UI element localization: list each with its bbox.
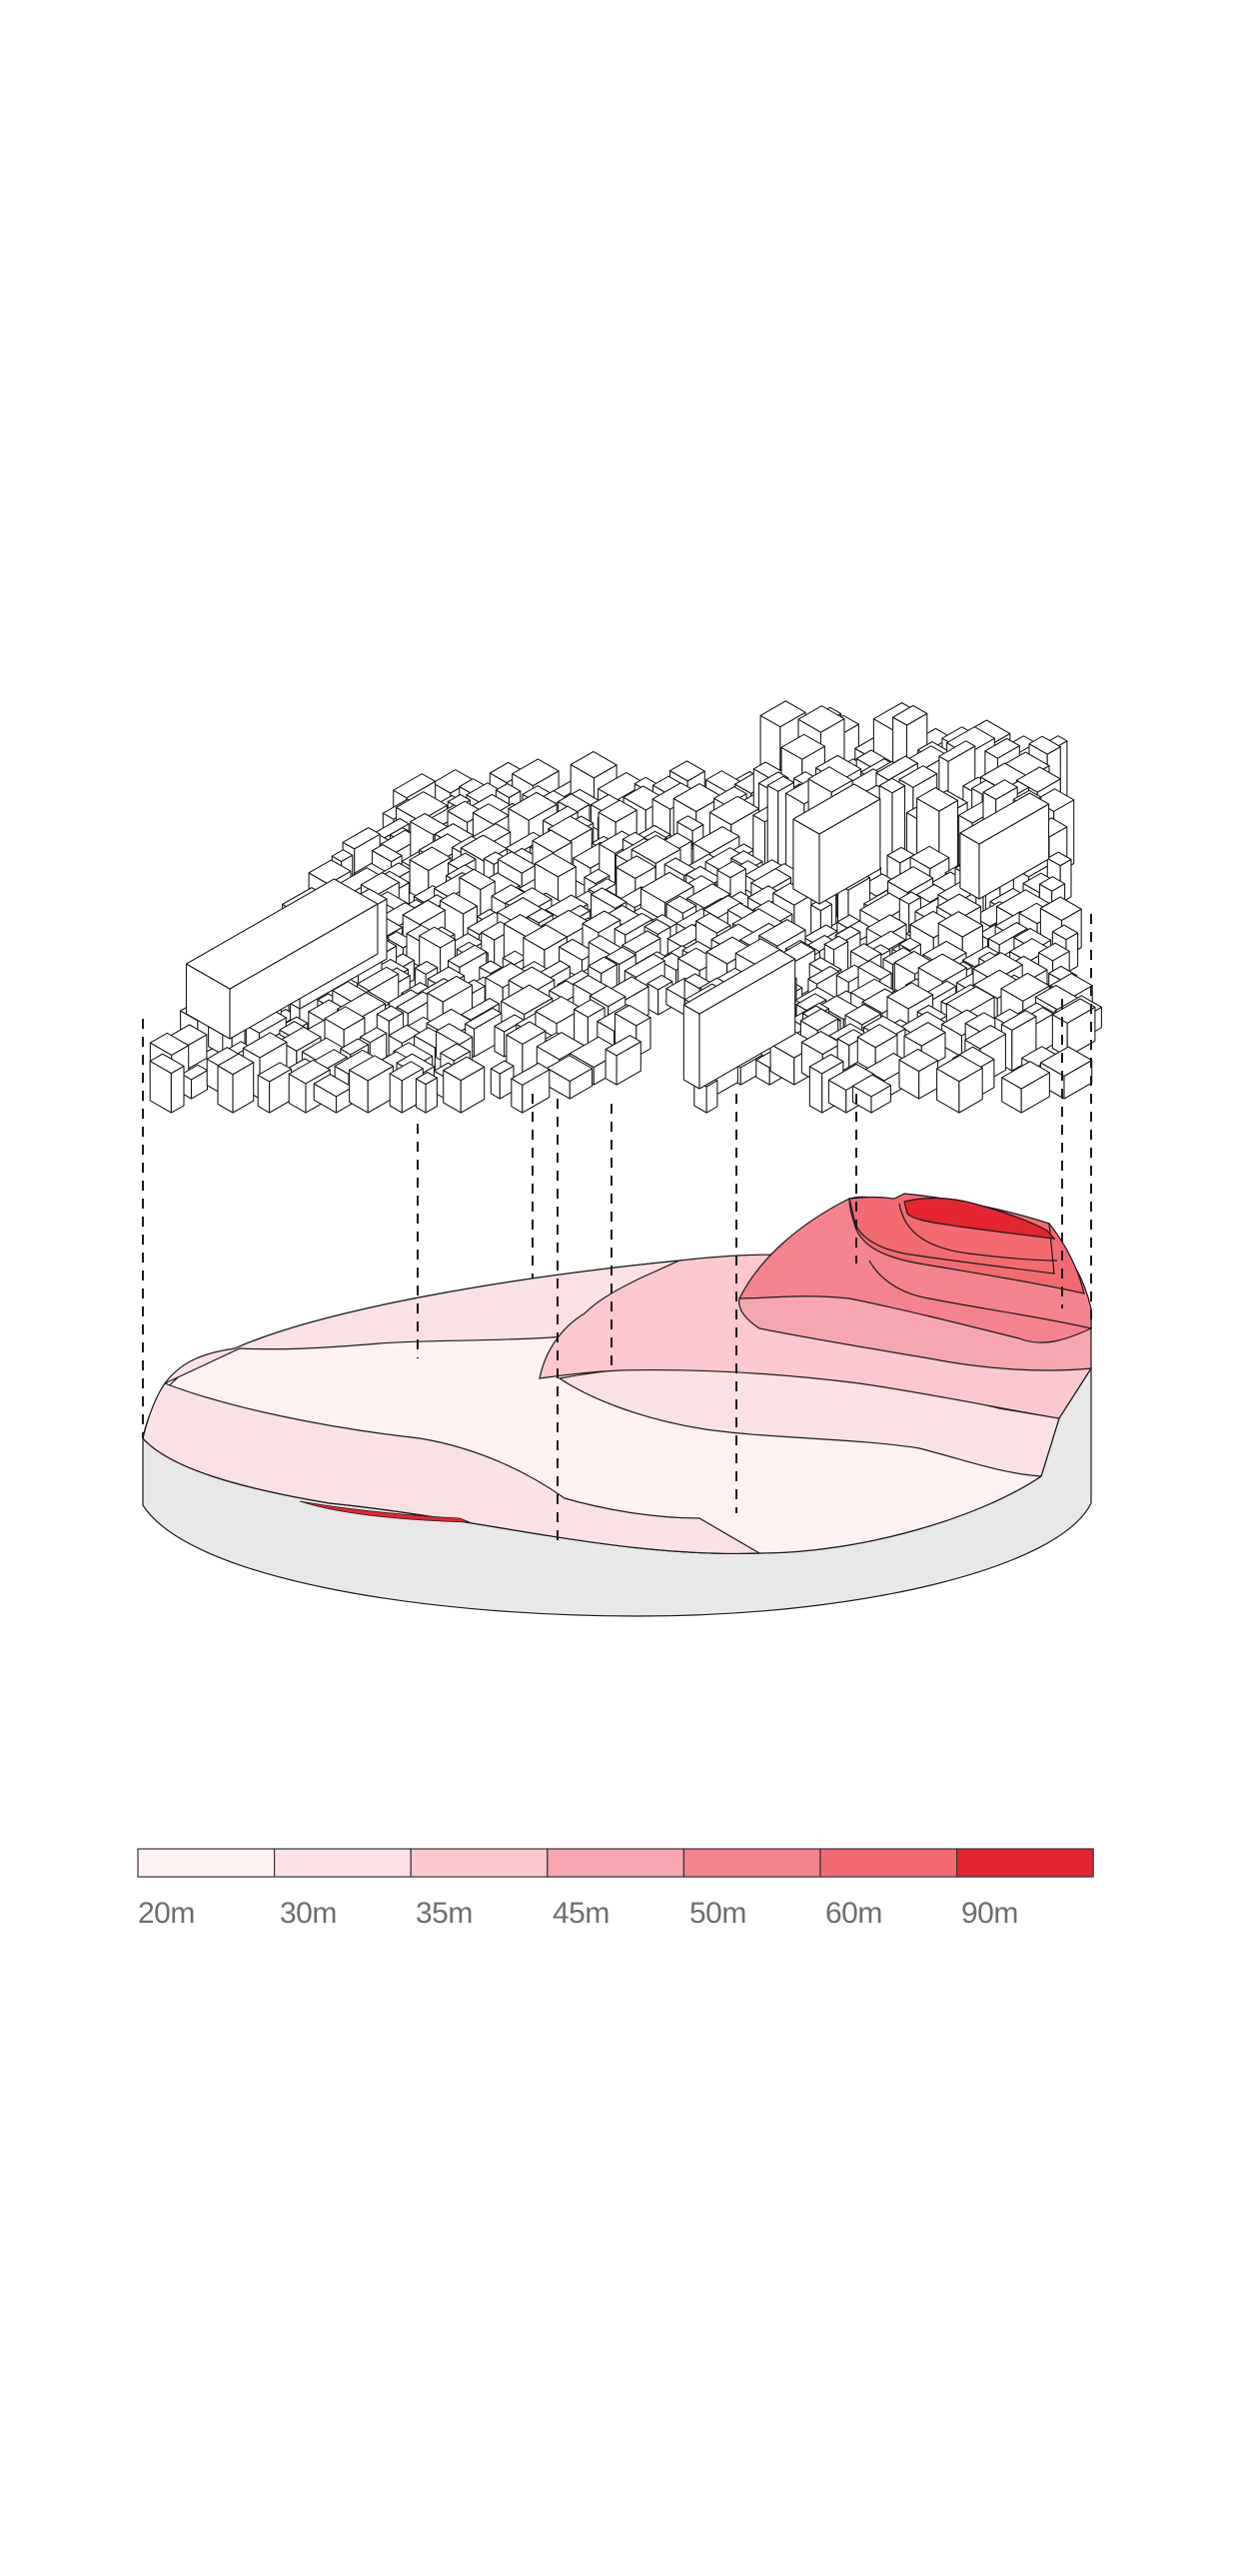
building xyxy=(313,1074,354,1114)
building xyxy=(959,792,1050,900)
building xyxy=(936,1054,983,1114)
legend-swatch-20m xyxy=(137,1848,276,1878)
building xyxy=(1001,1061,1050,1114)
legend-label-90m: 90m xyxy=(961,1897,1018,1930)
building xyxy=(1051,998,1096,1058)
legend-label-35m: 35m xyxy=(416,1897,473,1930)
legend-label-50m: 50m xyxy=(689,1897,746,1930)
legend-swatch-60m xyxy=(819,1848,958,1878)
building xyxy=(851,1074,892,1114)
legend: 20m 30m 35m 45m 50m 60m 90m xyxy=(137,1848,1094,1930)
legend-swatches xyxy=(137,1848,1094,1878)
building xyxy=(511,1062,551,1114)
legend-label-30m: 30m xyxy=(280,1897,337,1930)
legend-swatch-90m xyxy=(955,1848,1094,1878)
legend-swatch-35m xyxy=(410,1848,549,1878)
building xyxy=(646,974,673,1016)
building xyxy=(217,1053,255,1114)
building xyxy=(490,1060,515,1100)
terrain-disc xyxy=(142,1193,1093,1617)
building xyxy=(349,1055,394,1114)
legend-swatch-50m xyxy=(682,1848,821,1878)
legend-label-20m: 20m xyxy=(138,1897,195,1930)
terrain-zone-90m xyxy=(903,1197,1056,1240)
legend-swatch-30m xyxy=(274,1848,412,1878)
building xyxy=(547,1055,594,1100)
building xyxy=(443,1056,486,1114)
building xyxy=(185,878,379,1040)
building xyxy=(792,783,881,905)
building xyxy=(605,1035,641,1086)
building xyxy=(415,1071,438,1114)
legend-label-45m: 45m xyxy=(553,1897,610,1930)
city-model xyxy=(149,700,1102,1114)
building xyxy=(149,1053,185,1114)
legend-labels: 20m 30m 35m 45m 50m 60m 90m xyxy=(138,1897,1018,1930)
terrain-contours xyxy=(868,1203,1092,1329)
terrain-zone-30m-front xyxy=(142,1382,762,1555)
projection-lines xyxy=(142,914,1092,1548)
building xyxy=(257,1062,293,1114)
building xyxy=(682,949,796,1090)
legend-swatch-45m xyxy=(547,1848,684,1878)
legend-label-60m: 60m xyxy=(825,1897,882,1930)
terrain-zone-sliver xyxy=(299,1500,471,1523)
building xyxy=(898,1048,939,1100)
